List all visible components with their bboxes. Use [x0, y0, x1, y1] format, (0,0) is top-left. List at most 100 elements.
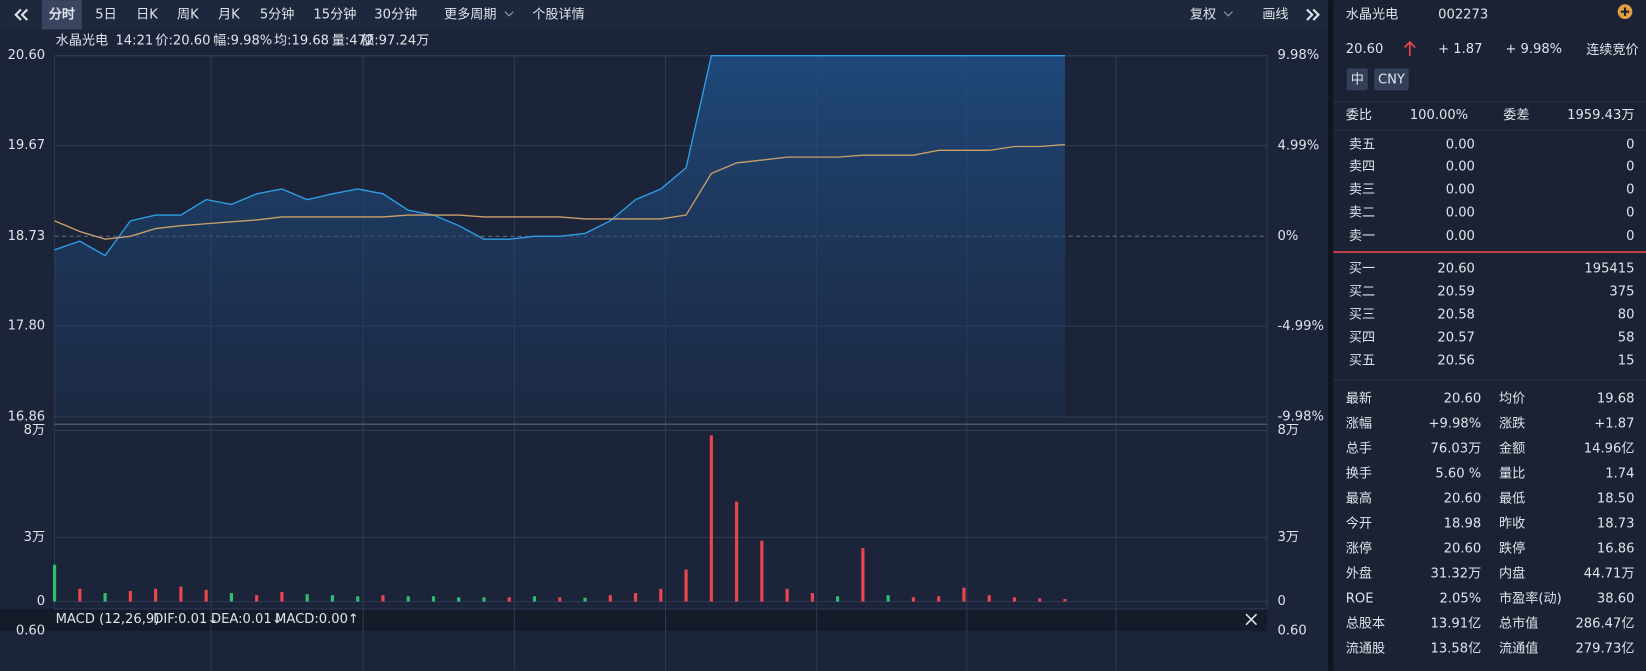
stat-value: 1.74 [1605, 466, 1634, 481]
book-volume: 0 [1626, 137, 1634, 152]
book-volume: 0 [1626, 206, 1634, 221]
book-label: 买二 [1349, 283, 1375, 299]
tool[interactable]: 复权 [1190, 5, 1216, 22]
book-price: 0.00 [1446, 229, 1475, 244]
volume-bar [785, 588, 789, 602]
tab[interactable]: 日K [136, 7, 158, 22]
y-tick-label: 3万 [24, 530, 45, 545]
stat-value: 20.60 [1444, 491, 1482, 506]
diff: 1959.43万 [1567, 108, 1634, 123]
stat-label: 内盘 [1499, 564, 1525, 581]
book-volume: 375 [1609, 284, 1634, 299]
macd-header [0, 608, 1268, 632]
y2-tick-label: 8万 [1278, 423, 1299, 438]
stat-value: 18.98 [1444, 516, 1482, 531]
stat-label: 总市值 [1499, 614, 1538, 631]
book-label: 卖四 [1349, 159, 1375, 175]
book-price: 0.00 [1446, 137, 1475, 152]
volume-bar [280, 591, 284, 602]
tab[interactable]: 月K [218, 7, 240, 22]
tab[interactable]: 15分钟 [313, 5, 356, 22]
diff-label: 委差 [1503, 107, 1529, 123]
tab[interactable]: 更多周期 [444, 5, 496, 22]
tab[interactable]: 个股详情 [532, 6, 584, 22]
book-volume: 0 [1626, 160, 1634, 175]
y2-tick-label: 0% [1278, 229, 1299, 244]
y-tick-label: 18.73 [8, 229, 46, 244]
stat-value: 2.05% [1440, 591, 1482, 606]
close-icon[interactable] [1245, 613, 1258, 626]
book-label: 买一 [1349, 260, 1375, 276]
y-tick-label: 8万 [24, 423, 45, 438]
stat-value: 31.32万 [1431, 566, 1482, 581]
book-label: 卖一 [1349, 228, 1375, 244]
stat-label: 换手 [1346, 465, 1372, 481]
quote-field: 14:21 [115, 34, 153, 49]
stat-label: 量比 [1499, 465, 1525, 481]
book-price: 20.56 [1437, 354, 1475, 369]
volume-bar [229, 593, 233, 602]
y2-tick-label: -4.99% [1278, 319, 1324, 334]
quote-field: 价:20.60 [155, 34, 210, 49]
stat-label: 最新 [1346, 391, 1372, 407]
stock-code: 002273 [1438, 7, 1488, 22]
volume-bar [861, 548, 865, 602]
volume-bar [684, 569, 688, 602]
stat-value: 44.71万 [1584, 566, 1635, 581]
tab[interactable]: 周K [177, 7, 199, 22]
volume-bar [482, 597, 486, 602]
volume-bar [1063, 599, 1067, 602]
book-label: 买三 [1349, 307, 1375, 323]
status: 连续竞价 [1586, 41, 1638, 58]
stock-name: 水晶光电 [1346, 6, 1398, 22]
quote-field: 幅:9.98% [213, 33, 272, 49]
stat-label: 总手 [1346, 440, 1372, 456]
volume-bar [608, 595, 612, 602]
last-price: 20.60 [1346, 42, 1384, 57]
y-tick-label: 0 [37, 594, 45, 609]
tab[interactable]: 5分钟 [260, 5, 295, 22]
average-line [54, 143, 1066, 240]
next-icon[interactable] [1306, 8, 1320, 21]
y-tick-label: 16.86 [8, 409, 46, 424]
volume-bar [886, 595, 890, 602]
volume-bar [53, 564, 57, 602]
volume-bar [330, 595, 335, 602]
y-tick-label: 20.60 [8, 48, 46, 63]
dropdown-icon [1223, 11, 1233, 17]
volume-bar [255, 595, 259, 602]
stat-label: 涨停 [1346, 539, 1372, 556]
volume-bar [558, 597, 562, 602]
book-price: 20.58 [1437, 308, 1475, 323]
stat-value: 5.60 % [1435, 466, 1481, 481]
volume-bar [760, 540, 764, 602]
stat-value: 14.96亿 [1584, 440, 1635, 456]
tab[interactable]: 30分钟 [374, 5, 417, 22]
stat-value: 13.91亿 [1431, 615, 1482, 631]
quote-field: 均:19.68 [274, 33, 329, 49]
tab[interactable]: 分时 [49, 5, 75, 22]
volume-bar [836, 596, 840, 602]
change-pct: + 9.98% [1505, 42, 1562, 57]
y2-tick-label: 9.98% [1278, 48, 1320, 63]
tool[interactable]: 画线 [1262, 6, 1288, 22]
book-volume: 58 [1618, 331, 1635, 346]
volume-bar [911, 597, 915, 602]
volume-bar [583, 597, 587, 602]
book-price: 20.57 [1437, 331, 1475, 346]
stat-label: 流通股 [1346, 640, 1385, 656]
divider [1327, 0, 1334, 671]
book-volume: 0 [1626, 183, 1634, 198]
tag: CNY [1378, 72, 1406, 87]
prev-icon[interactable] [14, 8, 29, 21]
stat-label: 外盘 [1346, 564, 1372, 581]
toolbar [0, 0, 1328, 30]
volume-bar [962, 587, 966, 602]
volume-bar [457, 597, 461, 602]
stat-label: 跌停 [1499, 539, 1525, 556]
book-label: 卖二 [1349, 205, 1375, 221]
volume-bar [937, 596, 941, 602]
stat-label: ROE [1346, 591, 1374, 606]
tab[interactable]: 5日 [95, 7, 116, 22]
stat-value: 19.68 [1597, 392, 1635, 407]
